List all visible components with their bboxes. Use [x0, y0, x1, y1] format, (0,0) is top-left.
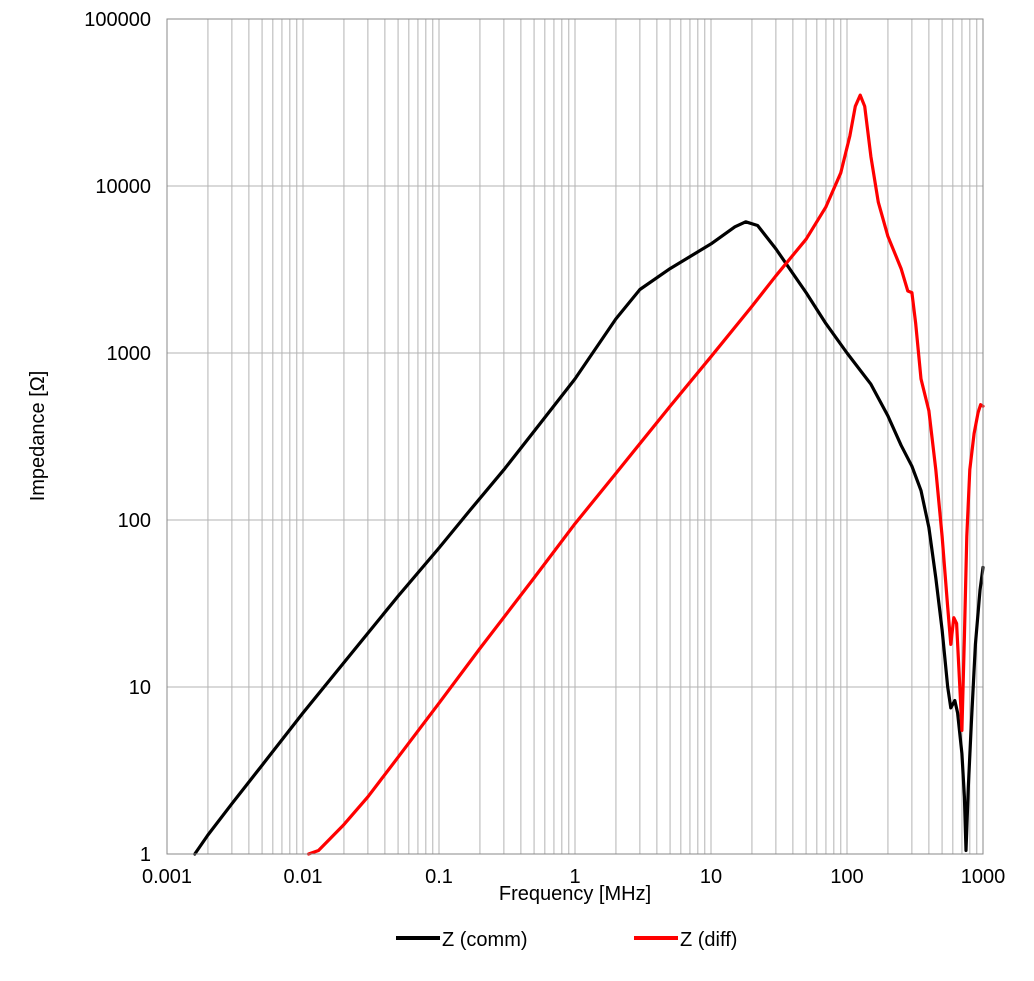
- legend-label-z-comm: Z (comm): [442, 929, 528, 951]
- legend-label-z-diff: Z (diff): [680, 929, 737, 951]
- x-axis-title: Frequency [MHz]: [499, 883, 651, 905]
- y-tick-label: 10000: [95, 176, 151, 198]
- y-axis-title: Impedance [Ω]: [27, 371, 49, 502]
- x-tick-label: 0.1: [425, 866, 453, 888]
- x-tick-labels: 0.001 0.01 0.1 1 10 100 1000: [142, 866, 1005, 888]
- y-tick-label: 1: [140, 844, 151, 866]
- y-tick-label: 100: [118, 510, 151, 532]
- y-tick-label: 100000: [84, 9, 151, 31]
- x-tick-label: 0.001: [142, 866, 192, 888]
- x-tick-label: 1000: [961, 866, 1006, 888]
- series-line-z-diff: [307, 93, 985, 856]
- x-tick-label: 100: [830, 866, 863, 888]
- plot-area-frame: [166, 18, 984, 855]
- y-tick-label: 10: [129, 677, 151, 699]
- x-tick-label: 0.01: [284, 866, 323, 888]
- x-tick-label: 1: [569, 866, 580, 888]
- series-line-z-comm: [193, 220, 985, 856]
- x-tick-label: 10: [700, 866, 722, 888]
- grid: [167, 19, 983, 854]
- y-tick-labels: 1 10 100 1000 10000 100000: [84, 9, 151, 866]
- y-tick-label: 1000: [107, 343, 152, 365]
- series-lines: [193, 93, 985, 856]
- legend: Z (comm) Z (diff): [396, 929, 737, 951]
